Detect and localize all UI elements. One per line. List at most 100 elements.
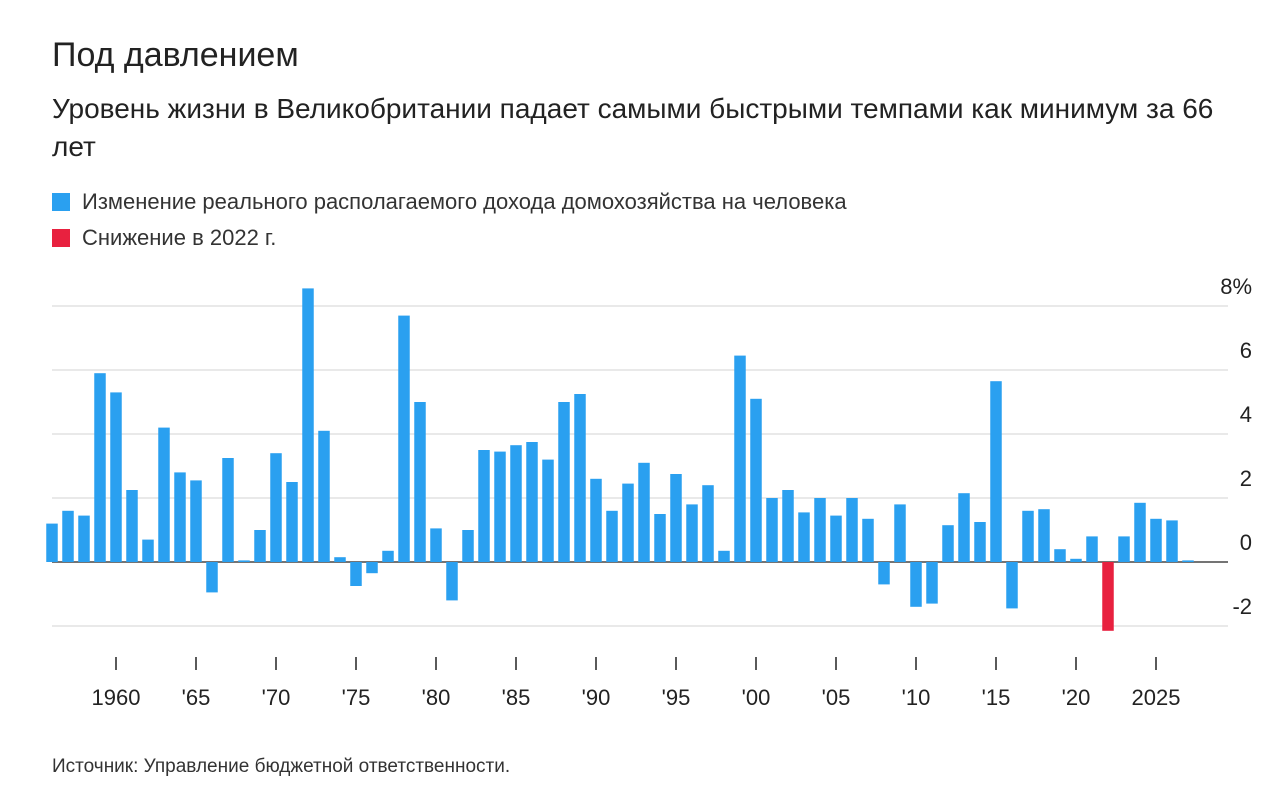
bar-1962 — [142, 539, 154, 562]
bar-1983 — [478, 450, 490, 562]
legend: Изменение реального располагаемого доход… — [52, 184, 847, 256]
bar-2002 — [782, 490, 794, 562]
bar-1972 — [302, 288, 314, 562]
bar-1987 — [542, 459, 554, 562]
bar-2021 — [1086, 536, 1098, 562]
legend-item-income: Изменение реального располагаемого доход… — [52, 184, 847, 220]
bar-1979 — [414, 402, 426, 562]
bar-2007 — [862, 518, 874, 562]
bar-2003 — [798, 512, 810, 562]
y-tick-label: 8% — [1220, 274, 1252, 299]
bar-2026 — [1166, 520, 1178, 562]
x-tick-label: '90 — [582, 685, 611, 710]
bar-1967 — [222, 458, 234, 562]
bar-1968 — [238, 560, 250, 562]
bar-2025 — [1150, 518, 1162, 562]
bar-1956 — [46, 523, 58, 562]
bar-2005 — [830, 515, 842, 562]
y-tick-label: 6 — [1240, 338, 1252, 363]
bar-1998 — [718, 550, 730, 562]
legend-swatch-red — [52, 229, 70, 247]
bar-1966 — [206, 562, 218, 593]
x-tick-label: '85 — [502, 685, 531, 710]
bar-1986 — [526, 442, 538, 562]
bars — [46, 288, 1194, 631]
bar-1995 — [670, 474, 682, 562]
x-tick-label: '95 — [662, 685, 691, 710]
bar-1997 — [702, 485, 714, 562]
bar-1982 — [462, 530, 474, 562]
bar-2000 — [750, 398, 762, 562]
bar-1959 — [94, 373, 106, 562]
bar-1988 — [558, 402, 570, 562]
bar-2001 — [766, 498, 778, 562]
bar-1980 — [430, 528, 442, 562]
x-tick-label: '75 — [342, 685, 371, 710]
legend-label-2022: Снижение в 2022 г. — [82, 225, 277, 250]
bar-1965 — [190, 480, 202, 562]
bar-2013 — [958, 493, 970, 562]
bar-2020 — [1070, 558, 1082, 562]
bar-1961 — [126, 490, 138, 562]
x-tick-label: '80 — [422, 685, 451, 710]
legend-label-income: Изменение реального располагаемого доход… — [82, 189, 847, 214]
bar-2009 — [894, 504, 906, 562]
bar-1975 — [350, 562, 362, 586]
x-tick-label: '15 — [982, 685, 1011, 710]
bar-1992 — [622, 483, 634, 562]
bar-1971 — [286, 482, 298, 562]
chart-title: Под давлением — [52, 36, 299, 74]
bar-1973 — [318, 430, 330, 562]
bar-1996 — [686, 504, 698, 562]
bar-1978 — [398, 315, 410, 562]
bar-2010 — [910, 562, 922, 607]
bar-1974 — [334, 557, 346, 562]
x-tick-label: 1960 — [92, 685, 141, 710]
bar-2019 — [1054, 549, 1066, 562]
chart-subtitle: Уровень жизни в Великобритании падает са… — [52, 93, 1214, 162]
bar-2006 — [846, 498, 858, 562]
bar-2024 — [1134, 502, 1146, 562]
bar-2022 — [1102, 562, 1114, 631]
x-tick-label: '10 — [902, 685, 931, 710]
x-tick-label: 2025 — [1132, 685, 1181, 710]
bar-1990 — [590, 478, 602, 562]
bar-2011 — [926, 562, 938, 604]
bar-2015 — [990, 381, 1002, 562]
bar-1981 — [446, 562, 458, 601]
bar-1985 — [510, 445, 522, 562]
x-tick-label: '70 — [262, 685, 291, 710]
source-note: Источник: Управление бюджетной ответстве… — [52, 756, 511, 777]
x-tick-label: '00 — [742, 685, 771, 710]
y-tick-label: 2 — [1240, 466, 1252, 491]
bar-1964 — [174, 472, 186, 562]
y-tick-label: -2 — [1232, 594, 1252, 619]
y-tick-label: 4 — [1240, 402, 1252, 427]
y-tick-label: 0 — [1240, 530, 1252, 555]
bar-2018 — [1038, 509, 1050, 562]
bar-1976 — [366, 562, 378, 574]
bar-1989 — [574, 394, 586, 562]
bar-1984 — [494, 451, 506, 562]
bar-2027 — [1182, 560, 1194, 562]
bar-chart: 8% 6 4 2 0 -2 1960 '65 '70 '75 '80 '85 '90 '95 '00 '05 '… — [46, 274, 1252, 710]
bar-2017 — [1022, 510, 1034, 562]
bar-1957 — [62, 510, 74, 562]
x-tick-label: '65 — [182, 685, 211, 710]
x-tick-label: '05 — [822, 685, 851, 710]
bar-2008 — [878, 562, 890, 585]
bar-1977 — [382, 550, 394, 562]
bar-1958 — [78, 515, 90, 562]
legend-item-2022: Снижение в 2022 г. — [52, 220, 847, 256]
bar-1963 — [158, 427, 170, 562]
bar-2012 — [942, 525, 954, 562]
axes: 8% 6 4 2 0 -2 1960 '65 '70 '75 '80 '85 '90 '95 '00 '05 '… — [92, 274, 1252, 710]
legend-swatch-blue — [52, 193, 70, 211]
bar-1999 — [734, 355, 746, 562]
bar-2016 — [1006, 562, 1018, 609]
bar-1960 — [110, 392, 122, 562]
bar-2014 — [974, 522, 986, 562]
bar-2023 — [1118, 536, 1130, 562]
bar-1969 — [254, 530, 266, 562]
x-tick-label: '20 — [1062, 685, 1091, 710]
